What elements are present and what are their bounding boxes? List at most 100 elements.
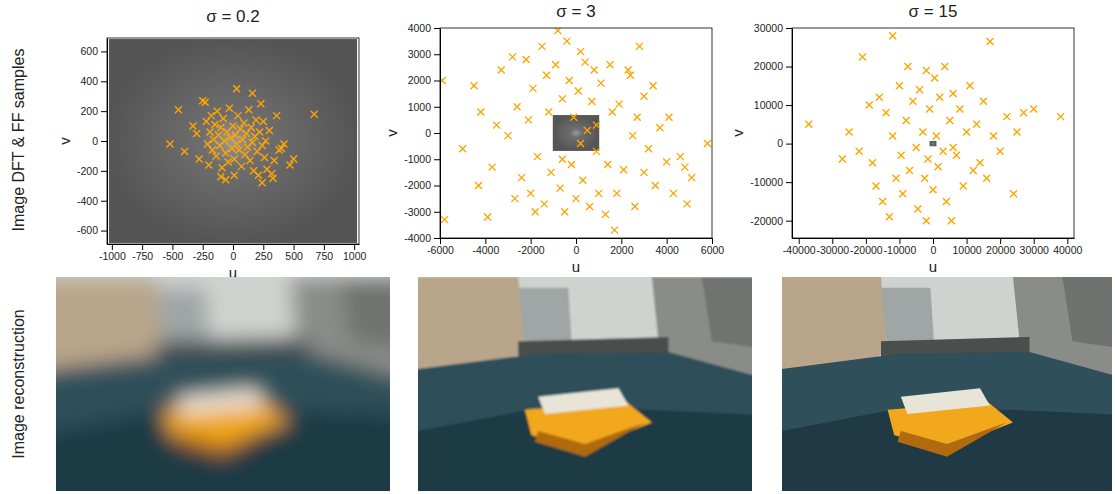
x-tick-mark [576, 238, 577, 244]
y-tick: 3000 [408, 48, 440, 60]
sample-point [568, 161, 575, 168]
y-tick: -2000 [404, 179, 440, 191]
row-label: Image DFT & FF samples [10, 49, 27, 232]
sample-point [681, 164, 688, 171]
y-tick: 2000 [408, 74, 440, 86]
y-tick: 600 [80, 45, 107, 57]
plot-frame [107, 38, 359, 244]
sample-point [239, 136, 246, 143]
y-tick-mark [786, 144, 792, 145]
sample-point [525, 116, 532, 123]
y-tick-label: -2000 [404, 179, 431, 191]
y-tick-mark [434, 186, 440, 187]
y-axis-title: v [56, 137, 73, 145]
x-tick: 4000 [655, 238, 679, 256]
sample-point [193, 130, 200, 137]
sample-point [883, 109, 890, 116]
sample-point [213, 152, 220, 159]
x-tick-label: -6000 [427, 244, 454, 256]
x-tick-label: 250 [255, 250, 273, 262]
sample-point [970, 167, 977, 174]
sample-point [904, 63, 911, 70]
sample-point [869, 159, 876, 166]
sample-point [579, 177, 586, 184]
x-tick-mark [1067, 238, 1068, 244]
y-tick: 200 [80, 105, 107, 117]
sample-point [1003, 113, 1010, 120]
scene-shape [538, 388, 628, 414]
sample-point [233, 85, 240, 92]
x-tick: 30000 [1020, 238, 1049, 256]
y-tick-label: -4000 [404, 232, 431, 244]
x-tick-label: -2000 [518, 244, 545, 256]
x-tick: -750 [132, 244, 153, 262]
sample-point [977, 159, 984, 166]
y-tick-label: -10000 [750, 176, 783, 188]
x-tick: -250 [193, 244, 214, 262]
x-tick: -4000 [472, 238, 499, 256]
scene-shape [782, 352, 1112, 491]
dft-image [930, 141, 937, 146]
x-axis: -6000-4000-20000200040006000 [427, 238, 724, 256]
sample-point [983, 175, 990, 182]
sample-point [913, 144, 920, 151]
x-tick-label: -20000 [850, 244, 883, 256]
y-tick-mark [434, 28, 440, 29]
plot-frame [792, 28, 1074, 238]
x-tick-label: 20000 [986, 244, 1015, 256]
x-tick: 6000 [701, 238, 725, 256]
sample-point [233, 140, 240, 147]
sample-point [584, 127, 591, 134]
y-tick-label: -3000 [404, 206, 431, 218]
sample-point [509, 53, 516, 60]
sample-point [262, 138, 269, 145]
x-tick-label: -1000 [99, 250, 126, 262]
sample-point [259, 179, 266, 186]
y-tick-mark [786, 67, 792, 68]
sample-point [1010, 190, 1017, 197]
sample-point [899, 190, 906, 197]
sample-point [273, 112, 280, 119]
sample-point [215, 132, 222, 139]
sample-point [987, 38, 994, 45]
sample-point [245, 106, 252, 113]
sample-point [238, 163, 245, 170]
panel: -1000-750-500-25002505007501000-600-400-… [56, 38, 367, 281]
sample-point [249, 90, 256, 97]
reconstruction-image [56, 277, 390, 491]
y-tick-label: 400 [80, 75, 98, 87]
sample-point [534, 153, 541, 160]
x-tick: 0 [574, 238, 580, 256]
x-tick-label: -4000 [472, 244, 499, 256]
y-tick: 4000 [408, 22, 440, 34]
sample-point [886, 213, 893, 220]
x-tick-mark [621, 238, 622, 244]
sample-point [931, 75, 938, 82]
scene-shape [901, 388, 990, 414]
sample-point [577, 140, 584, 147]
sample-point [645, 145, 652, 152]
sample-point [898, 152, 905, 159]
sample-point [243, 130, 250, 137]
sample-point [471, 82, 478, 89]
panel-title: σ = 3 [556, 2, 595, 21]
sample-point [242, 151, 249, 158]
y-tick-mark [101, 231, 107, 232]
y-tick: 0 [425, 127, 440, 139]
sample-point [641, 169, 648, 176]
sample-point [940, 148, 947, 155]
sample-point [257, 100, 264, 107]
sample-point [677, 153, 684, 160]
sample-point [248, 124, 255, 131]
y-tick-mark [101, 171, 107, 172]
sample-point [220, 115, 227, 122]
scene-shape [898, 423, 1007, 457]
sample-point [953, 152, 960, 159]
sample-point [459, 145, 466, 152]
sample-point [203, 118, 210, 125]
sample-point [498, 67, 505, 74]
scene-shape [535, 423, 645, 457]
y-tick-mark [101, 201, 107, 202]
y-tick-mark [786, 221, 792, 222]
sample-point [611, 227, 618, 234]
